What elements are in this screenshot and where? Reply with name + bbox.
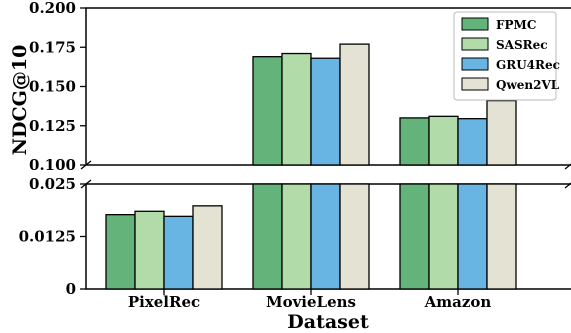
bars-layer — [105, 43, 517, 290]
axis-break-mark-0 — [80, 160, 92, 170]
legend-label-qwen2vl: Qwen2VL — [496, 78, 560, 92]
legend-swatch-gru4rec — [461, 57, 489, 71]
legend-swatch-fpmc — [461, 17, 489, 31]
bar-base-gru4rec-movielens — [310, 183, 341, 290]
y-tick-label-upper-4: 0.200 — [29, 0, 76, 17]
y-axis-label: NDCG@10 — [9, 45, 31, 156]
bar-fpmc-movielens — [252, 56, 283, 166]
bar-base-fpmc-amazon — [399, 183, 430, 290]
bar-fpmc-amazon — [399, 117, 430, 166]
bar-sasrec-pixelrec — [134, 210, 165, 290]
bar-gru4rec-movielens — [310, 57, 341, 166]
y-tick-label-upper-0: 0.100 — [29, 156, 76, 174]
axis-break-mark-2 — [564, 163, 571, 170]
legend-swatch-qwen2vl — [461, 77, 489, 91]
x-tick-label-movielens: MovieLens — [266, 293, 356, 311]
legend-label-fpmc: FPMC — [496, 18, 536, 32]
x-tick-label-amazon: Amazon — [424, 293, 492, 311]
bar-base-sasrec-amazon — [428, 183, 459, 290]
bar-sasrec-movielens — [281, 52, 312, 166]
y-tick-label-lower-1: 0.0125 — [19, 228, 76, 246]
axis-break-mark-3 — [564, 182, 571, 189]
bar-base-sasrec-movielens — [281, 183, 312, 290]
y-tick-label-upper-1: 0.125 — [29, 117, 76, 135]
axis-break-mark-1 — [80, 179, 92, 189]
legend-swatch-sasrec — [461, 37, 489, 51]
y-tick-label-lower-0: 0 — [66, 280, 76, 298]
legend: FPMC SASRec GRU4Rec Qwen2VL — [453, 11, 560, 101]
bar-base-qwen2vl-amazon — [486, 183, 517, 290]
bar-sasrec-amazon — [428, 115, 459, 166]
bar-qwen2vl-movielens — [339, 43, 370, 166]
y-tick-label-lower-2: 0.025 — [29, 175, 76, 193]
legend-label-gru4rec: GRU4Rec — [496, 58, 560, 72]
x-axis-label: Dataset — [287, 311, 369, 333]
bar-gru4rec-pixelrec — [163, 215, 194, 290]
y-tick-label-upper-3: 0.175 — [29, 38, 76, 56]
x-tick-label-pixelrec: PixelRec — [128, 293, 200, 311]
bar-qwen2vl-amazon — [486, 99, 517, 166]
y-tick-label-upper-2: 0.150 — [29, 78, 76, 96]
y-ticks-layer: 0.100 0.125 0.150 0.175 0.200 0 0.0125 0.025 — [19, 0, 86, 298]
x-ticks-layer: PixelRec MovieLens Amazon — [128, 289, 492, 311]
bar-base-fpmc-movielens — [252, 183, 283, 290]
bar-fpmc-pixelrec — [105, 214, 136, 290]
bar-base-qwen2vl-movielens — [339, 183, 370, 290]
legend-label-sasrec: SASRec — [496, 38, 548, 52]
bar-qwen2vl-pixelrec — [192, 205, 223, 290]
axis-break-marks — [80, 160, 571, 189]
bar-gru4rec-amazon — [457, 118, 488, 166]
bar-base-gru4rec-amazon — [457, 183, 488, 290]
